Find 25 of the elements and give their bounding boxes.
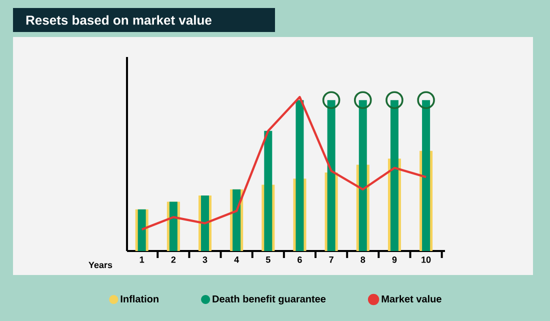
bar — [138, 209, 146, 251]
x-tick-label: 2 — [171, 256, 176, 263]
x-tick-label: 7 — [329, 256, 334, 263]
bar — [232, 189, 241, 251]
x-tick-label: 4 — [234, 256, 240, 263]
x-tick-label: 8 — [360, 256, 366, 263]
bar — [169, 202, 178, 251]
bar — [296, 100, 304, 251]
x-tick-label: 6 — [298, 256, 302, 263]
x-axis-title: Years — [88, 262, 112, 268]
x-tick-label: 1 — [140, 256, 144, 263]
legend-label: Market value — [382, 295, 442, 302]
bar — [358, 100, 367, 251]
legend-label: Inflation — [120, 295, 158, 302]
bar — [264, 130, 272, 251]
x-tick-label: 5 — [266, 256, 270, 263]
x-tick-label: 3 — [202, 256, 208, 263]
bar — [390, 100, 398, 251]
chart-title: Resets based on market value — [26, 15, 212, 25]
bar — [201, 196, 209, 251]
x-tick-label: 10 — [422, 256, 431, 263]
x-tick-label: 9 — [392, 256, 397, 263]
legend-label: Death benefit guarantee — [212, 295, 326, 304]
bar — [422, 100, 430, 251]
bar — [327, 100, 336, 251]
